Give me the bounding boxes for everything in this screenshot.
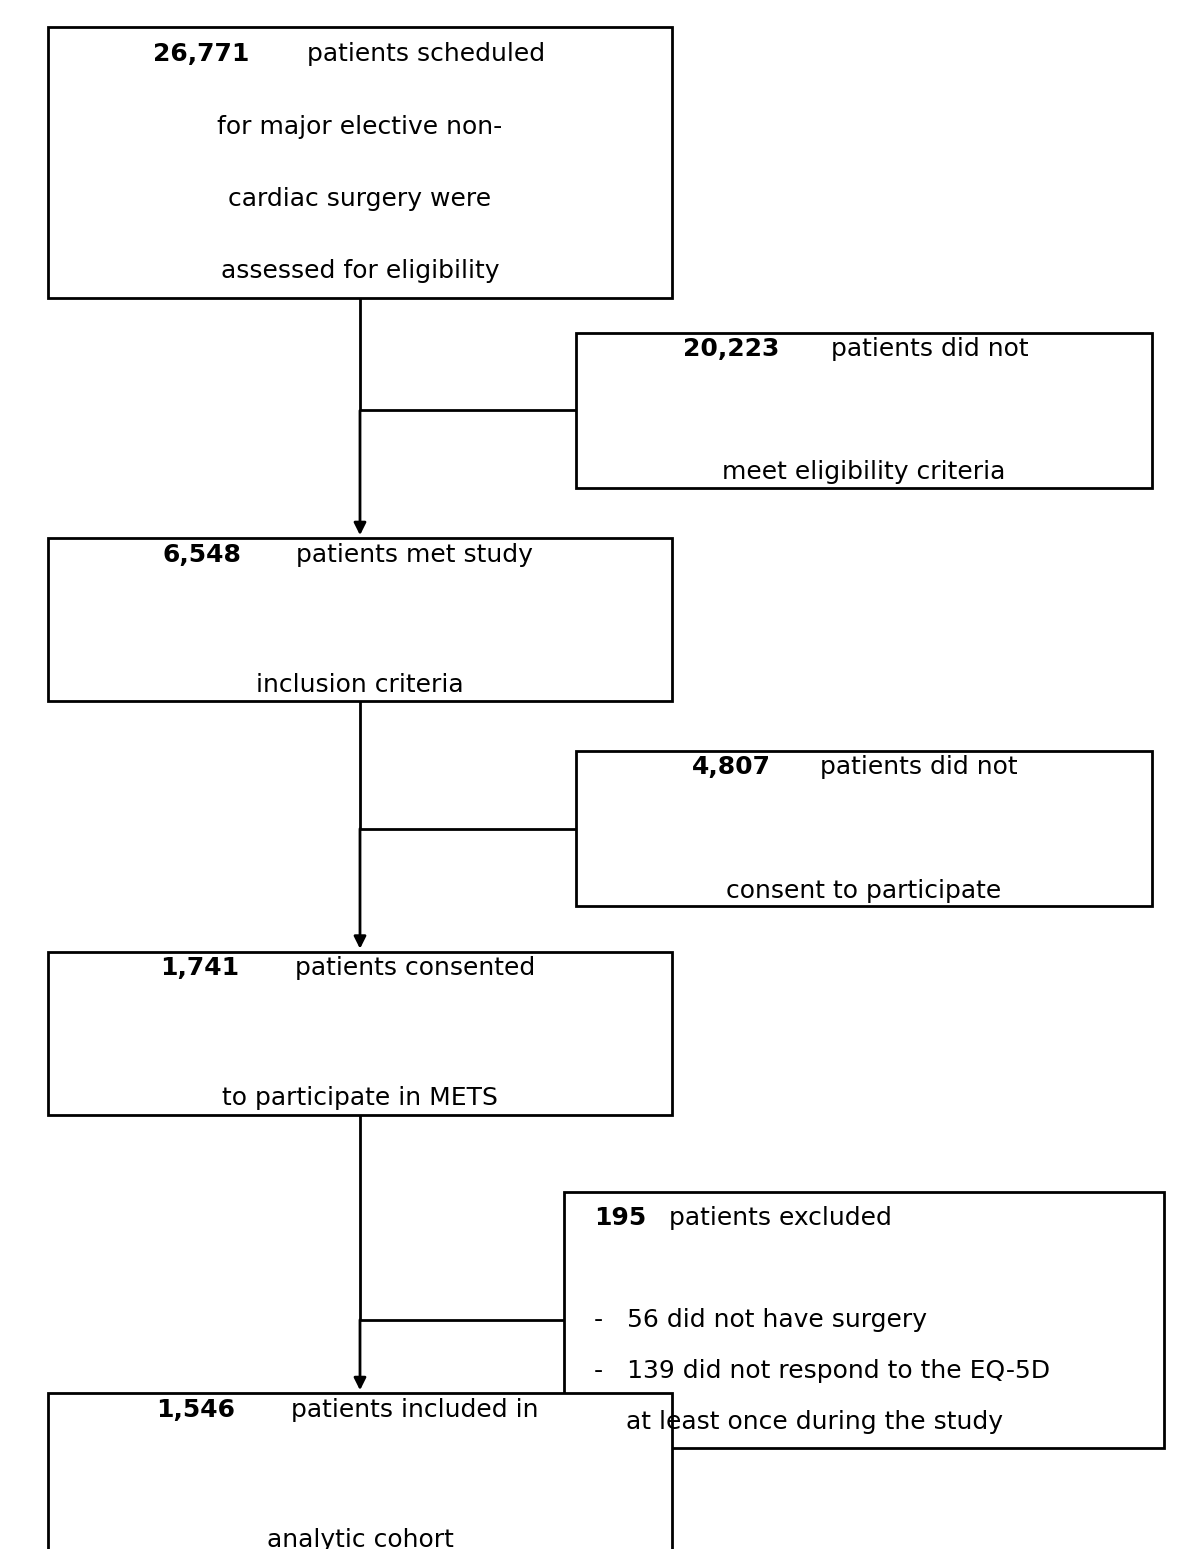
Text: -   56 did not have surgery: - 56 did not have surgery (594, 1307, 928, 1332)
Text: patients consented: patients consented (287, 956, 535, 981)
Text: patients did not: patients did not (812, 754, 1018, 779)
Text: 6,548: 6,548 (162, 542, 241, 567)
FancyBboxPatch shape (48, 539, 672, 700)
FancyBboxPatch shape (564, 1193, 1164, 1447)
Text: -   139 did not respond to the EQ-5D: - 139 did not respond to the EQ-5D (594, 1358, 1050, 1383)
FancyBboxPatch shape (576, 751, 1152, 906)
Text: 1,546: 1,546 (156, 1397, 235, 1422)
FancyBboxPatch shape (48, 1394, 672, 1549)
Text: analytic cohort: analytic cohort (266, 1527, 454, 1549)
Text: patients did not: patients did not (823, 336, 1028, 361)
FancyBboxPatch shape (576, 333, 1152, 488)
Text: patients included in: patients included in (283, 1397, 539, 1422)
Text: for major elective non-: for major elective non- (217, 115, 503, 138)
FancyBboxPatch shape (48, 951, 672, 1115)
FancyBboxPatch shape (48, 28, 672, 299)
Text: inclusion criteria: inclusion criteria (256, 672, 464, 697)
Text: assessed for eligibility: assessed for eligibility (221, 259, 499, 283)
Text: cardiac surgery were: cardiac surgery were (228, 187, 492, 211)
Text: 26,771: 26,771 (154, 42, 250, 67)
Text: 4,807: 4,807 (692, 754, 770, 779)
Text: to participate in METS: to participate in METS (222, 1086, 498, 1111)
Text: patients met study: patients met study (288, 542, 533, 567)
Text: meet eligibility criteria: meet eligibility criteria (722, 460, 1006, 485)
Text: at least once during the study: at least once during the study (594, 1410, 1003, 1434)
Text: consent to participate: consent to participate (726, 878, 1002, 903)
Text: 20,223: 20,223 (683, 336, 780, 361)
Text: 1,741: 1,741 (161, 956, 240, 981)
Text: patients scheduled: patients scheduled (299, 42, 545, 67)
Text: 195: 195 (594, 1205, 647, 1230)
Text: patients excluded: patients excluded (661, 1205, 893, 1230)
